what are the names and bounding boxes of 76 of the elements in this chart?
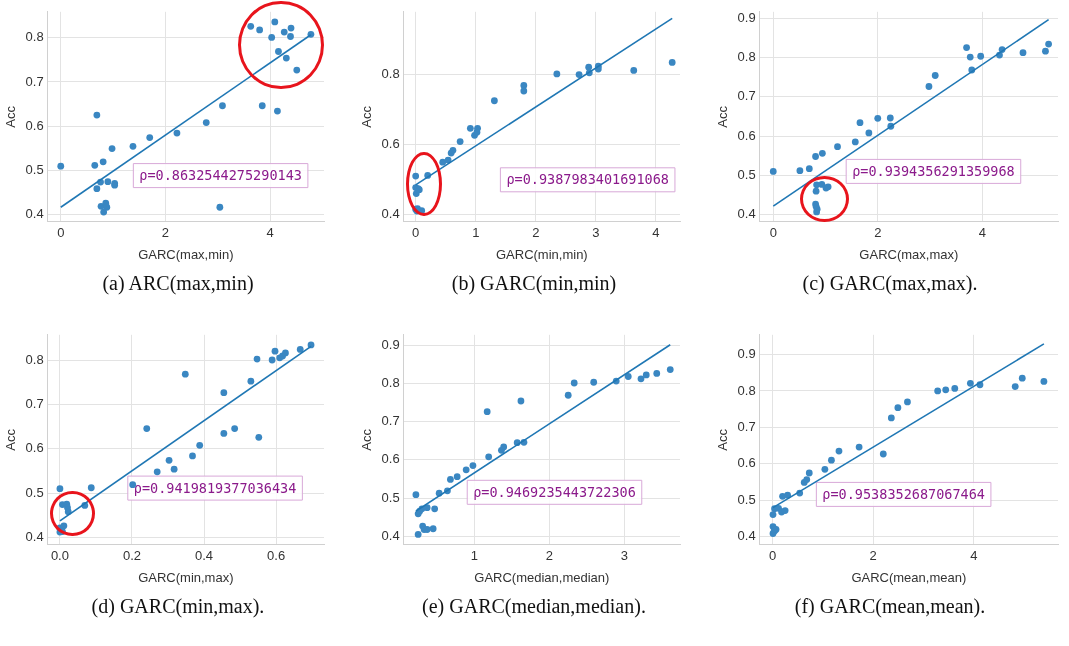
y-axis-title: Acc	[715, 105, 731, 128]
y-tick-label: 0.7	[25, 396, 44, 412]
text: (a) ARC(max,min)	[101, 272, 255, 295]
x-tick-label: 4	[652, 225, 660, 241]
y-tick-label: 0.6	[25, 117, 44, 133]
y-tick-label: 0.4	[737, 528, 756, 544]
annotation: ρ=0.9387983401691068	[506, 171, 669, 188]
text: (b) GARC(min,min)	[450, 272, 618, 295]
y-tick-label: 0.8	[25, 352, 44, 368]
text: (e) GARC(median,median).	[421, 595, 647, 618]
y-axis-title: Acc	[359, 428, 375, 451]
y-axis-title: Acc	[715, 428, 731, 451]
y-tick-label: 0.6	[381, 135, 400, 151]
y-axis-title: Acc	[3, 105, 19, 128]
x-tick-label: 4	[970, 548, 978, 564]
y-tick-label: 0.5	[25, 484, 44, 500]
y-tick-label: 0.6	[737, 455, 756, 471]
x-axis-title: GARC(mean,mean)	[851, 569, 967, 585]
y-tick-label: 0.7	[737, 88, 756, 104]
y-tick-label: 0.5	[381, 489, 400, 505]
x-tick-label: 2	[532, 225, 540, 241]
y-tick-label: 0.6	[737, 127, 756, 143]
x-axis-title: GARC(max,max)	[859, 246, 959, 262]
y-tick-label: 0.8	[381, 374, 400, 390]
x-tick-label: 1	[472, 225, 480, 241]
y-tick-label: 0.5	[737, 166, 756, 182]
x-tick-label: 0	[57, 225, 65, 241]
x-tick-label: 0.6	[267, 548, 286, 564]
x-axis-title: GARC(min,max)	[138, 569, 234, 585]
text: (f) GARC(mean,mean).	[793, 595, 987, 618]
x-tick-label: 2	[161, 225, 170, 241]
y-tick-label: 0.4	[381, 527, 400, 543]
x-tick-label: 2	[545, 548, 554, 564]
y-tick-label: 0.7	[25, 73, 44, 89]
y-tick-label: 0.6	[381, 451, 400, 467]
x-tick-label: 0	[769, 225, 777, 241]
y-tick-label: 0.7	[737, 418, 756, 434]
y-tick-label: 0.7	[381, 413, 400, 429]
x-tick-label: 0	[768, 548, 777, 564]
text: (d) GARC(min,max).	[90, 595, 266, 618]
x-tick-label: 0.0	[50, 548, 69, 564]
y-tick-label: 0.9	[737, 346, 756, 362]
y-tick-label: 0.5	[737, 491, 756, 507]
x-tick-label: 3	[620, 548, 629, 564]
y-tick-label: 0.4	[25, 528, 44, 544]
annotation: ρ=0.9419819377036434	[133, 479, 297, 496]
y-tick-label: 0.8	[737, 49, 756, 64]
x-tick-label: 0.4	[194, 548, 214, 564]
x-tick-label: 2	[869, 548, 877, 564]
text: (c) GARC(max,max).	[801, 272, 979, 295]
x-tick-label: 4	[266, 225, 274, 241]
annotation: ρ=0.9469235443722306	[473, 483, 636, 500]
y-tick-label: 0.4	[25, 205, 44, 221]
y-tick-label: 0.8	[737, 382, 756, 398]
x-axis-title: GARC(max,min)	[138, 246, 234, 262]
x-tick-label: 0	[412, 225, 420, 241]
y-tick-label: 0.4	[381, 205, 400, 221]
y-tick-label: 0.6	[25, 440, 44, 456]
y-tick-label: 0.8	[25, 29, 44, 45]
x-tick-label: 4	[978, 225, 986, 241]
y-tick-label: 0.9	[737, 9, 756, 25]
annotation: ρ=0.8632544275290143	[139, 167, 302, 184]
x-tick-label: 1	[470, 548, 479, 564]
y-tick-label: 0.8	[381, 66, 400, 82]
annotation: ρ=0.9394356291359968	[852, 162, 1015, 179]
y-tick-label: 0.9	[381, 336, 400, 352]
x-tick-label: 2	[874, 225, 882, 241]
x-tick-label: 0.2	[122, 548, 142, 564]
y-tick-label: 0.5	[25, 161, 44, 177]
y-axis-title: Acc	[3, 428, 19, 451]
x-axis-title: GARC(min,min)	[495, 246, 588, 262]
x-axis-title: GARC(median,median)	[474, 569, 610, 585]
y-axis-title: Acc	[359, 105, 375, 128]
annotation: ρ=0.9538352687067464	[822, 485, 985, 502]
x-tick-label: 3	[592, 225, 600, 241]
y-tick-label: 0.4	[737, 206, 756, 222]
